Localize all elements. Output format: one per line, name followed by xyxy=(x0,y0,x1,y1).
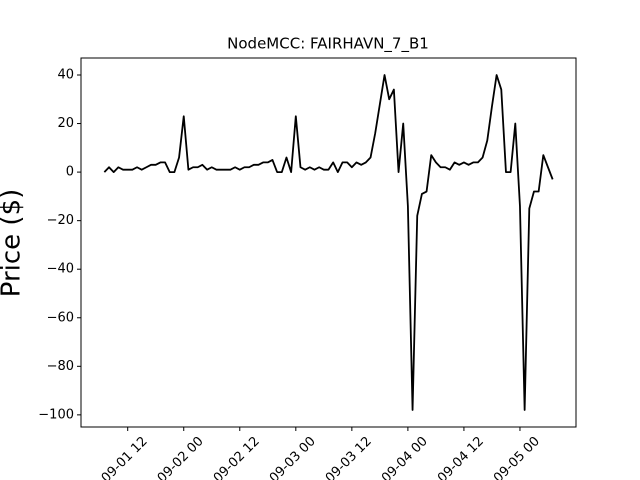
x-tick-label: 09-03 12 xyxy=(323,434,375,480)
y-tick-label: 20 xyxy=(57,116,74,131)
x-tick-label: 09-03 00 xyxy=(267,434,319,480)
x-tick-label: 09-02 12 xyxy=(211,434,263,480)
chart-title: NodeMCC: FAIRHAVN_7_B1 xyxy=(227,35,429,54)
y-axis-label: Price ($) xyxy=(0,189,27,298)
y-tick-label: −40 xyxy=(47,262,74,277)
y-tick-label: 40 xyxy=(57,67,74,82)
x-tick-label: 09-01 12 xyxy=(99,434,151,480)
price-line xyxy=(103,74,554,411)
y-tick-label: −60 xyxy=(47,310,74,325)
plot-frame xyxy=(80,57,577,428)
y-tick-label: −80 xyxy=(47,359,74,374)
x-tick-label: 09-04 12 xyxy=(435,434,487,480)
y-tick-label: −20 xyxy=(47,213,74,228)
y-tick-label: −100 xyxy=(38,407,74,422)
y-tick-label: 0 xyxy=(66,165,74,180)
x-tick-label: 09-04 00 xyxy=(379,434,431,480)
x-tick-label: 09-02 00 xyxy=(155,434,207,480)
x-tick-label: 09-05 00 xyxy=(491,434,543,480)
